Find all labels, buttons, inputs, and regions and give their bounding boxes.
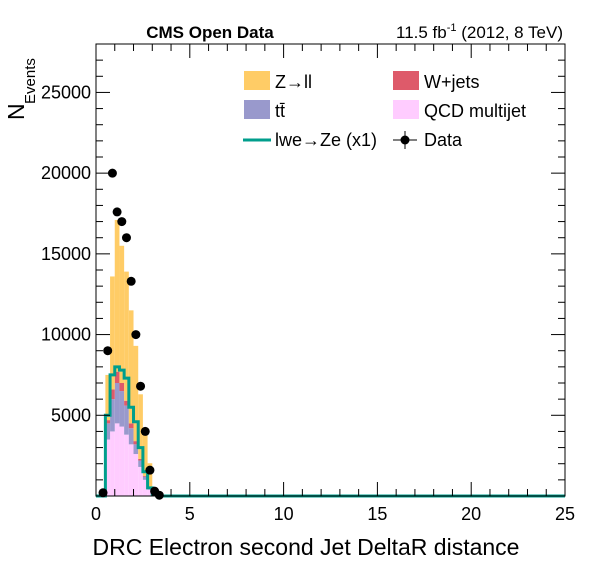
bar-2-4	[124, 400, 129, 406]
data-point-9	[140, 426, 150, 436]
legend-label-zll: Z→ll	[275, 72, 312, 92]
data-point-1	[103, 346, 113, 356]
header-left: CMS Open Data	[146, 23, 274, 42]
bar-1-2	[114, 383, 120, 424]
legend-label-signal: lwe→Ze (x1)	[275, 130, 377, 150]
bar-3-4	[124, 271, 129, 401]
bar-2-7	[138, 458, 143, 461]
bar-2-2	[114, 371, 120, 383]
data-point-5	[121, 233, 131, 243]
data-point-12	[154, 490, 164, 500]
data-point-2	[107, 168, 117, 178]
bar-3-7	[138, 394, 143, 459]
y-tick-label-1: 10000	[41, 325, 91, 345]
bar-1-8	[142, 476, 148, 480]
bar-0-0	[105, 439, 111, 496]
x-tick-label-3: 15	[367, 504, 387, 524]
x-tick-label-1: 5	[185, 504, 195, 524]
bar-2-8	[142, 475, 148, 477]
bar-0-3	[119, 426, 125, 496]
header-right-run: (2012, 8 TeV)	[457, 23, 563, 42]
x-axis-title: DRC Electron second Jet DeltaR distance	[93, 534, 520, 560]
x-tick-label-0: 0	[91, 504, 101, 524]
legend: Z→ll W+jets tt̄ QCD multijet lwe→Ze (x1)…	[243, 71, 526, 150]
bar-1-6	[133, 444, 139, 455]
x-tick-label-5: 25	[555, 504, 575, 524]
bar-0-7	[138, 466, 143, 496]
legend-label-data: Data	[424, 130, 463, 150]
data-layer	[98, 168, 164, 500]
bar-1-7	[138, 460, 143, 467]
legend-label-qcd: QCD multijet	[424, 101, 526, 121]
bar-3-2	[114, 219, 120, 372]
bar-1-3	[119, 391, 125, 427]
data-point-0	[98, 488, 108, 498]
legend-swatch-zll	[244, 71, 270, 90]
bar-3-0	[105, 374, 111, 421]
y-tick-label-2: 15000	[41, 244, 91, 264]
header-right-exponent: -1	[447, 22, 457, 34]
legend-swatch-ttbar	[244, 100, 270, 119]
bar-0-4	[124, 434, 129, 496]
data-point-4	[117, 217, 127, 227]
bar-2-1	[110, 389, 115, 400]
bar-0-8	[142, 479, 148, 496]
x-tick-label-4: 20	[461, 504, 481, 524]
legend-data-marker	[400, 135, 410, 145]
y-tick-label-4: 25000	[41, 82, 91, 102]
bar-0-5	[128, 444, 134, 496]
legend-swatch-wjets	[393, 71, 419, 90]
data-point-7	[131, 330, 141, 340]
bar-1-1	[110, 399, 115, 432]
data-point-6	[126, 276, 136, 286]
bar-0-6	[133, 454, 139, 496]
bar-2-5	[128, 423, 134, 429]
bar-0-9	[147, 489, 153, 496]
x-tick-label-2: 10	[274, 504, 294, 524]
axes-layer: 0 5 10 15 20 25 5000 10000 15000 20000 25000	[41, 44, 575, 524]
bar-1-4	[124, 405, 129, 435]
y-axis-title: N Events	[3, 58, 39, 120]
stack-layer	[105, 219, 162, 496]
legend-swatch-qcd	[393, 100, 419, 119]
bar-2-0	[105, 420, 111, 424]
y-tick-label-0: 5000	[51, 405, 91, 425]
legend-label-wjets: W+jets	[424, 72, 480, 92]
bar-1-5	[128, 428, 134, 445]
bar-3-3	[119, 245, 125, 383]
data-point-3	[112, 207, 122, 217]
data-point-8	[136, 381, 146, 391]
legend-label-ttbar: tt̄	[275, 101, 285, 121]
bar-3-8	[142, 433, 148, 476]
header-right: 11.5 fb-1 (2012, 8 TeV)	[396, 22, 563, 42]
data-point-10	[145, 465, 155, 475]
bar-3-5	[128, 310, 134, 424]
y-axis-title-main: N	[3, 103, 29, 120]
header-right-lumi: 11.5 fb	[396, 23, 447, 42]
bar-3-1	[110, 276, 115, 390]
bar-2-6	[133, 441, 139, 445]
y-tick-label-3: 20000	[41, 163, 91, 183]
bar-2-3	[119, 383, 125, 392]
bar-0-2	[114, 423, 120, 496]
y-axis-title-sub: Events	[22, 58, 39, 104]
bar-0-1	[110, 431, 115, 496]
bar-3-6	[133, 345, 139, 442]
bar-1-0	[105, 423, 111, 440]
bar-3-9	[147, 463, 153, 488]
